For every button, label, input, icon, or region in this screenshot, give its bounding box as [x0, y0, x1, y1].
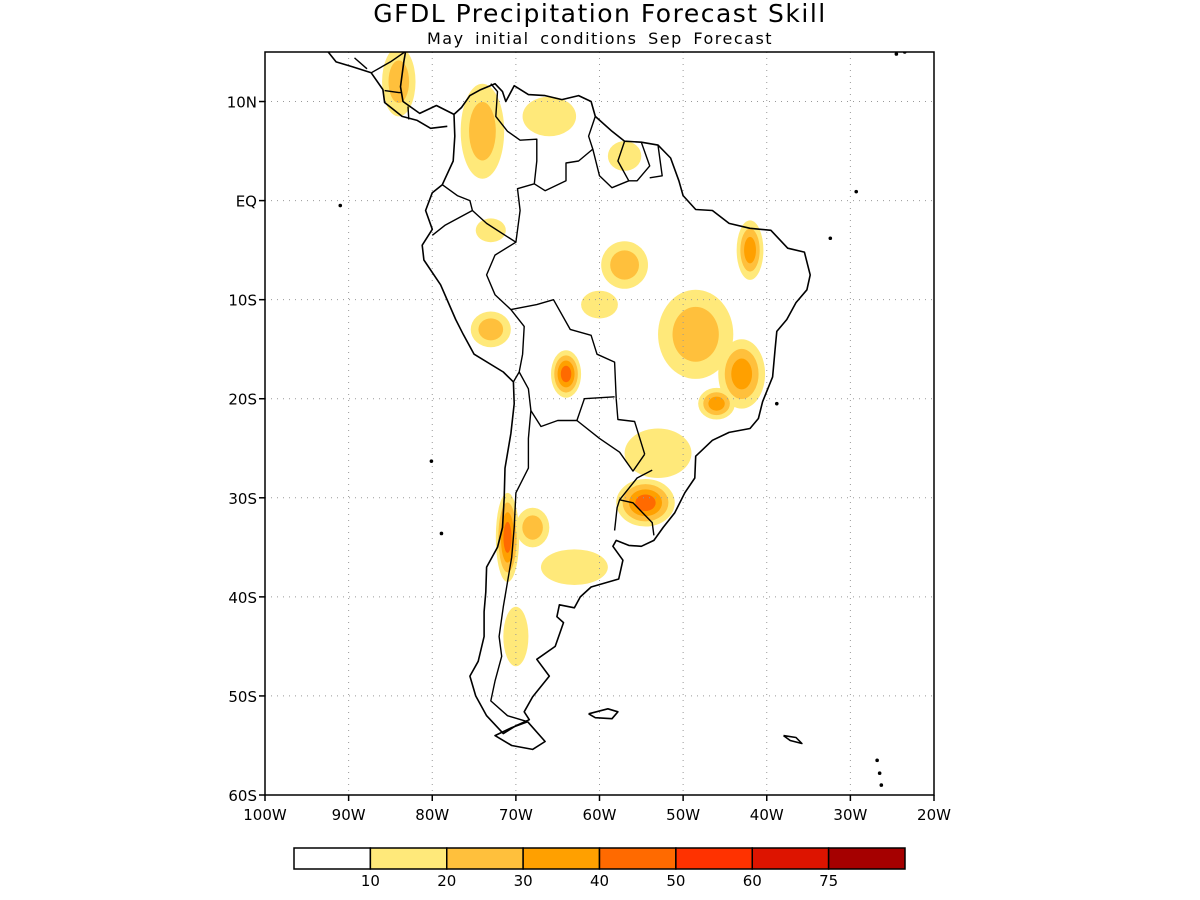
x-tick-label-90W: 90W	[332, 806, 366, 824]
island-10	[894, 52, 899, 56]
island-3	[429, 459, 434, 463]
y-tick-label-30S: 30S	[228, 490, 257, 508]
y-tick-label-40S: 40S	[228, 589, 257, 607]
y-tick-label-60S: 60S	[228, 787, 257, 805]
x-tick-label-40W: 40W	[750, 806, 784, 824]
x-tick-label-100W: 100W	[243, 806, 287, 824]
country-border-1	[490, 83, 538, 243]
plot-frame	[264, 51, 935, 796]
skill-patch-central-amazon-level-2	[610, 250, 639, 280]
colorbar-label-50: 50	[666, 872, 685, 890]
axis-ticks: 100W 90W 80W 70W 60W 50W 40W 30W 20W 10N EQ 10S 20S 3…	[227, 94, 951, 824]
skill-patch-paraguay-level-1	[624, 428, 692, 478]
skill-patch-eastern-brazil-level-3	[731, 358, 753, 390]
x-tick-label-80W: 80W	[415, 806, 449, 824]
country-border-8	[510, 299, 617, 399]
map-title: GFDL Precipitation Forecast Skill	[373, 0, 827, 28]
skill-patch-colombia-level-2	[469, 101, 496, 161]
skill-patch-patagonia-level-1	[503, 606, 529, 667]
x-tick-label-70W: 70W	[499, 806, 533, 824]
colorbar-swatch-7	[751, 847, 830, 870]
y-tick-label-50S: 50S	[228, 688, 257, 706]
island-8	[879, 783, 884, 787]
colorbar: 10 20 30 40 50 60 75	[293, 847, 906, 890]
island-6	[875, 758, 879, 763]
country-border-18	[370, 52, 406, 74]
colorbar-swatch-1	[293, 847, 372, 870]
country-border-12	[615, 398, 646, 455]
skill-patch-bolivia-level-4	[560, 365, 572, 383]
island-9	[774, 401, 779, 406]
colorbar-swatch-6	[675, 847, 753, 870]
country-border-3	[592, 140, 630, 189]
country-border-10	[490, 410, 532, 723]
country-border-13	[619, 499, 655, 536]
island-4	[828, 236, 833, 241]
skill-patch-cuyo-level-2	[522, 515, 543, 540]
skill-patch-minas-gerais-level-3	[708, 396, 725, 411]
island-1	[338, 203, 343, 208]
skill-patch-peru-level-2	[478, 318, 504, 341]
country-border-9	[518, 371, 615, 428]
island-7	[877, 771, 882, 776]
country-border-19	[384, 89, 402, 94]
country-border-6	[431, 184, 474, 236]
x-tick-label-20W: 20W	[917, 806, 951, 824]
colorbar-swatch-8	[827, 847, 906, 870]
skill-patch-ecuador-peru-level-1	[475, 218, 506, 243]
colorbar-label-75: 75	[819, 872, 838, 890]
skill-patch-northeast-brazil-level-3	[744, 236, 756, 264]
colorbar-swatch-3	[446, 847, 524, 870]
y-tick-label-20S: 20S	[228, 391, 257, 409]
x-tick-label-50W: 50W	[666, 806, 700, 824]
country-border-11	[576, 419, 646, 472]
colorbar-swatch-2	[369, 847, 448, 870]
y-tick-label-EQ: EQ	[236, 193, 257, 211]
country-border-15	[355, 24, 367, 45]
colorbar-swatch-5	[598, 847, 677, 870]
country-border-2	[533, 116, 596, 192]
central-america-pacific-coastline	[327, 52, 448, 130]
south-georgia-coastline	[783, 734, 803, 745]
tierra-del-fuego-coastline	[494, 720, 546, 751]
y-tick-label-10N: 10N	[227, 94, 257, 112]
y-tick-label-10S: 10S	[228, 292, 257, 310]
country-border-5	[649, 145, 663, 179]
skill-patch-southern-brazil-level-4	[635, 494, 656, 512]
country-border-14	[613, 469, 653, 531]
colorbar-swatch-4	[522, 847, 601, 870]
central-america-coastline	[399, 52, 455, 116]
country-border-16	[330, 24, 355, 50]
skill-patch-central-chile-level-4	[503, 521, 512, 553]
south-america-coastline	[421, 82, 812, 735]
country-border-4	[628, 141, 651, 182]
colorbar-label-60: 60	[743, 872, 762, 890]
x-tick-label-60W: 60W	[583, 806, 617, 824]
x-tick-label-30W: 30W	[833, 806, 867, 824]
coastlines	[327, 24, 907, 787]
colorbar-label-10: 10	[361, 872, 380, 890]
country-border-17	[354, 57, 368, 70]
colorbar-label-20: 20	[437, 872, 456, 890]
colorbar-label-40: 40	[590, 872, 609, 890]
skill-patch-central-brazil-level-2	[672, 306, 719, 362]
skill-patch-venezuela-level-1	[522, 96, 577, 137]
grid-lines	[265, 52, 934, 795]
skill-patch-guianas-level-1	[607, 141, 642, 171]
country-border-7	[471, 209, 525, 383]
falkland-islands-coastline	[588, 707, 619, 720]
island-2	[439, 531, 444, 536]
skill-patch-pampas-level-1	[540, 549, 608, 585]
colorbar-label-30: 30	[514, 872, 533, 890]
map-subtitle: May initial conditions Sep Forecast	[426, 29, 774, 48]
skill-patch-central-america-level-2	[388, 60, 410, 104]
island-5	[854, 189, 859, 194]
country-border-20	[407, 106, 410, 120]
skill-shading	[382, 52, 766, 667]
